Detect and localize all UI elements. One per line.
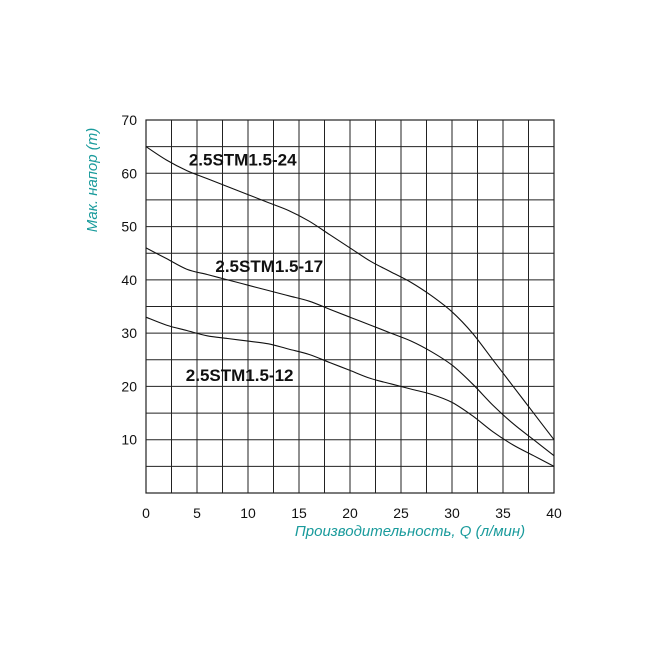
curves: [145, 146, 555, 467]
y-axis-label: Мак. напор (m): [84, 128, 101, 232]
x-tick-label: 15: [291, 505, 307, 521]
y-tick-label: 30: [121, 325, 137, 341]
x-tick-label: 30: [444, 505, 460, 521]
y-tick-label: 50: [121, 219, 137, 235]
series-label-2.5STM1.5-12: 2.5STM1.5-12: [186, 366, 294, 385]
series-labels: 2.5STM1.5-24 2.5STM1.5-17 2.5STM1.5-12: [186, 150, 323, 385]
y-tick-label: 20: [121, 378, 137, 394]
curve-2.5STM1.5-24: [145, 146, 555, 441]
x-tick-label: 40: [546, 505, 562, 521]
series-label-2.5STM1.5-24: 2.5STM1.5-24: [189, 150, 297, 169]
plot-frame: [145, 119, 555, 494]
x-axis-label: Производительность, Q (л/мин): [295, 523, 525, 540]
curve-2.5STM1.5-12: [145, 316, 555, 467]
x-tick-label: 35: [495, 505, 511, 521]
y-tick-label: 40: [121, 272, 137, 288]
x-tick-labels: 0 5 10 15 20 25 30 35 40: [142, 505, 562, 521]
x-tick-label: 5: [193, 505, 201, 521]
y-tick-label: 70: [121, 112, 137, 128]
y-tick-label: 10: [121, 432, 137, 448]
y-tick-labels: 10 20 30 40 50 60 70: [121, 112, 137, 448]
series-label-2.5STM1.5-17: 2.5STM1.5-17: [215, 257, 323, 276]
grid: [146, 120, 554, 493]
x-tick-label: 20: [342, 505, 358, 521]
y-tick-label: 60: [121, 165, 137, 181]
x-tick-label: 25: [393, 505, 409, 521]
x-tick-label: 10: [240, 505, 256, 521]
curve-2.5STM1.5-17: [145, 247, 555, 457]
x-tick-label: 0: [142, 505, 150, 521]
